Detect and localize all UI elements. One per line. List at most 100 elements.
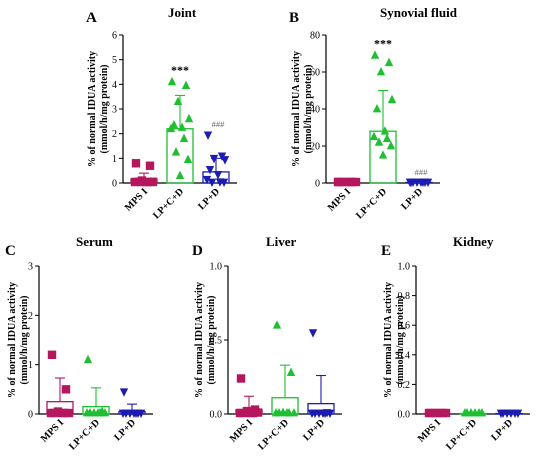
point-lp-c-d xyxy=(384,57,394,67)
point-lp-d xyxy=(205,166,215,175)
y-tick-label: 4 xyxy=(112,80,117,91)
point-lp-c-d xyxy=(378,150,388,159)
point-lp-d xyxy=(320,409,330,418)
point-lp-c-d xyxy=(477,408,487,417)
point-lp-d xyxy=(307,409,317,418)
panel-letter-a: A xyxy=(86,10,97,26)
point-mps-i xyxy=(59,408,69,418)
x-tick-label-mps-i: MPS I xyxy=(416,417,443,444)
point-lp-c-d xyxy=(83,354,93,364)
point-lp-c-d xyxy=(173,96,183,105)
point-lp-d xyxy=(131,409,141,418)
panel-kidney: E Kidney % of normal IDUA activity (mmol/h/… xyxy=(381,234,530,452)
y-axis-label-line-1: % of normal IDUA activity xyxy=(383,282,394,398)
point-lp-c-d xyxy=(387,94,397,104)
point-lp-c-d xyxy=(183,154,193,163)
y-tick-label: 0.0 xyxy=(210,410,223,421)
point-mps-i xyxy=(346,177,356,187)
point-lp-d xyxy=(308,329,318,338)
point-lp-d xyxy=(513,409,523,418)
y-tick-label: 0 xyxy=(28,410,33,421)
panel-letter-b: B xyxy=(289,10,299,26)
point-mps-i xyxy=(147,177,157,187)
panel-title: Kidney xyxy=(453,234,494,249)
point-mps-i xyxy=(145,161,155,170)
point-lp-c-d xyxy=(177,122,187,131)
y-tick-label: 0 xyxy=(315,179,320,190)
point-lp-c-d xyxy=(470,408,480,417)
point-mps-i xyxy=(253,408,263,417)
point-mps-i xyxy=(236,374,246,383)
point-mps-i xyxy=(64,408,74,418)
y-tick-label: 40 xyxy=(310,105,320,116)
x-tick-label-mps-i: MPS I xyxy=(326,186,353,213)
point-lp-c-d xyxy=(284,408,294,417)
x-tick-label-mps-i: MPS I xyxy=(228,417,255,444)
point-lp-d xyxy=(203,131,213,140)
point-lp-c-d xyxy=(462,408,472,417)
y-tick-label: 1.0 xyxy=(210,262,223,273)
point-mps-i xyxy=(46,408,56,418)
point-lp-d xyxy=(213,170,223,180)
point-lp-c-d xyxy=(372,104,382,113)
point-lp-c-d xyxy=(369,131,379,141)
point-lp-c-d xyxy=(179,133,189,142)
point-lp-d xyxy=(506,409,516,418)
point-lp-c-d xyxy=(82,408,92,417)
point-lp-c-d xyxy=(272,320,282,329)
y-tick-label: 5 xyxy=(112,55,117,66)
point-lp-c-d xyxy=(386,141,396,150)
point-lp-c-d xyxy=(271,408,281,417)
y-axis-label-line-1: % of normal IDUA activity xyxy=(7,282,18,398)
significance-star-lp-c-d: *** xyxy=(374,36,392,50)
point-mps-i xyxy=(135,177,145,187)
point-lp-d xyxy=(207,178,217,187)
y-tick-label: 1 xyxy=(28,360,33,371)
panel-letter-c: C xyxy=(5,243,16,259)
panel-title: Liver xyxy=(266,234,297,249)
point-lp-c-d xyxy=(184,113,194,123)
x-tick-label-mps-i: MPS I xyxy=(39,417,66,444)
point-lp-c-d xyxy=(175,170,185,179)
panel-synovial-fluid: B Synovial fluid % of normal IDUA activity… xyxy=(289,5,458,221)
y-tick-label: 6 xyxy=(112,31,117,42)
point-lp-c-d xyxy=(380,126,390,135)
panel-letter-e: E xyxy=(381,243,391,259)
x-tick-label-lp-d: LP+D xyxy=(399,186,425,212)
y-tick-label: 3 xyxy=(112,105,117,116)
y-tick-label: 20 xyxy=(310,142,320,153)
y-axis-label-line-1: % of normal IDUA activity xyxy=(87,51,98,167)
point-lp-d xyxy=(209,154,219,164)
point-lp-d xyxy=(220,156,230,165)
y-axis-label-line-2: (mmol/h/mg protein) xyxy=(99,65,110,154)
panel-liver: D Liver % of normal IDUA activity (mmol/h/m… xyxy=(192,234,342,452)
point-lp-c-d xyxy=(171,147,181,156)
significance-star-lp-c-d: *** xyxy=(171,63,189,77)
point-mps-i xyxy=(131,159,141,168)
y-tick-label: 0.8 xyxy=(398,291,411,302)
y-axis-label-line-2: (mmol/h/mg protein) xyxy=(395,296,406,385)
y-tick-label: 60 xyxy=(310,68,320,79)
y-tick-label: 3 xyxy=(28,262,33,273)
y-tick-label: 0.2 xyxy=(398,380,411,391)
point-lp-c-d xyxy=(370,50,380,59)
point-lp-c-d xyxy=(376,67,386,76)
x-tick-label-lp-d: LP+D xyxy=(489,417,515,443)
y-tick-label: 0.6 xyxy=(398,321,411,332)
y-tick-label: 0.4 xyxy=(398,350,411,361)
point-lp-c-d xyxy=(382,133,392,142)
point-lp-d xyxy=(405,178,415,187)
significance-hash-lp-d: ### xyxy=(212,119,226,129)
point-lp-c-d xyxy=(166,123,176,133)
point-lp-c-d xyxy=(286,367,296,376)
x-tick-label-lp-c-d: LP+C+D xyxy=(67,417,102,452)
panel-title: Serum xyxy=(76,234,113,249)
point-lp-d xyxy=(118,409,128,418)
point-lp-d xyxy=(202,175,212,185)
y-axis-label-line-2: (mmol/h/mg protein) xyxy=(19,296,30,385)
y-tick-label: 2 xyxy=(112,129,117,140)
point-lp-d xyxy=(119,388,129,397)
point-mps-i xyxy=(426,408,436,418)
y-axis-label-line-1: % of normal IDUA activity xyxy=(291,51,302,167)
